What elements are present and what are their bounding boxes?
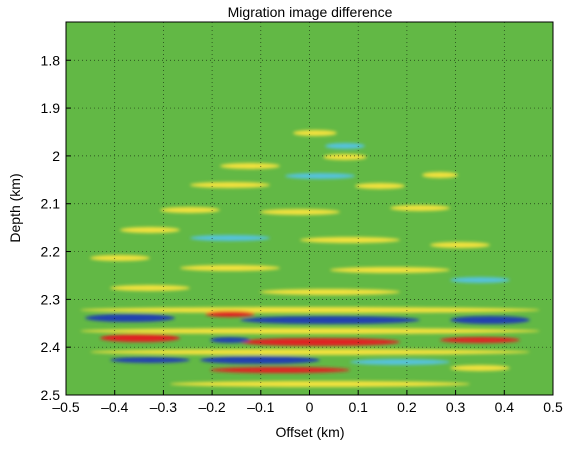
reflection-band xyxy=(293,130,337,136)
x-tick-label: 0.5 xyxy=(543,399,563,415)
reflection-band xyxy=(180,265,280,271)
y-axis-label: Depth (km) xyxy=(7,173,23,242)
reflection-band xyxy=(85,314,175,322)
reflection-band xyxy=(80,328,540,334)
reflection-band xyxy=(350,359,450,365)
reflection-band xyxy=(300,237,400,243)
reflection-band xyxy=(260,209,340,215)
x-tick-label: 0.3 xyxy=(446,399,466,415)
reflection-band xyxy=(160,207,220,213)
reflection-band xyxy=(220,163,280,169)
reflection-band xyxy=(90,255,150,261)
reflection-band xyxy=(330,267,450,273)
reflection-band xyxy=(422,172,458,178)
x-tick-label: 0.2 xyxy=(397,399,417,415)
x-tick-label: –0.4 xyxy=(101,399,128,415)
reflection-band xyxy=(240,338,400,346)
reflection-band xyxy=(390,205,450,211)
reflection-band xyxy=(80,307,540,313)
reflection-band xyxy=(90,349,530,355)
reflection-band xyxy=(285,173,355,179)
reflection-band xyxy=(170,381,470,387)
reflection-band xyxy=(190,182,270,188)
chart-title: Migration image difference xyxy=(228,4,393,20)
reflection-band xyxy=(450,277,510,283)
reflection-band xyxy=(120,227,180,233)
reflection-band xyxy=(450,316,530,324)
reflection-band xyxy=(200,356,320,364)
reflection-band xyxy=(210,367,350,373)
reflection-band xyxy=(240,316,420,324)
y-tick-label: 1.8 xyxy=(41,52,61,68)
reflection-band xyxy=(190,235,270,241)
x-tick-label: –0.2 xyxy=(198,399,225,415)
reflection-band xyxy=(260,289,400,295)
reflection-band xyxy=(440,337,520,343)
x-tick-label: 0 xyxy=(306,399,314,415)
reflection-band xyxy=(110,285,190,291)
y-tick-label: 1.9 xyxy=(41,100,61,116)
x-tick-label: –0.5 xyxy=(52,399,79,415)
reflection-band xyxy=(100,334,180,342)
x-tick-label: 0.1 xyxy=(348,399,368,415)
reflection-band xyxy=(110,357,190,363)
x-tick-label: 0.4 xyxy=(495,399,515,415)
reflection-band xyxy=(210,337,250,343)
reflection-band xyxy=(205,311,255,317)
x-axis-label: Offset (km) xyxy=(276,424,345,440)
reflection-band xyxy=(325,143,365,149)
reflection-band xyxy=(450,365,510,371)
x-tick-label: –0.3 xyxy=(150,399,177,415)
reflection-band xyxy=(430,242,490,248)
y-tick-label: 2.2 xyxy=(41,244,61,260)
y-tick-label: 2.4 xyxy=(41,339,61,355)
y-tick-label: 2 xyxy=(52,148,60,164)
x-tick-label: –0.1 xyxy=(247,399,274,415)
seismic-image xyxy=(80,130,540,387)
reflection-band xyxy=(323,154,367,160)
y-tick-label: 2.5 xyxy=(41,387,61,403)
y-tick-label: 2.1 xyxy=(41,196,61,212)
reflection-band xyxy=(355,183,405,189)
y-tick-label: 2.3 xyxy=(41,291,61,307)
